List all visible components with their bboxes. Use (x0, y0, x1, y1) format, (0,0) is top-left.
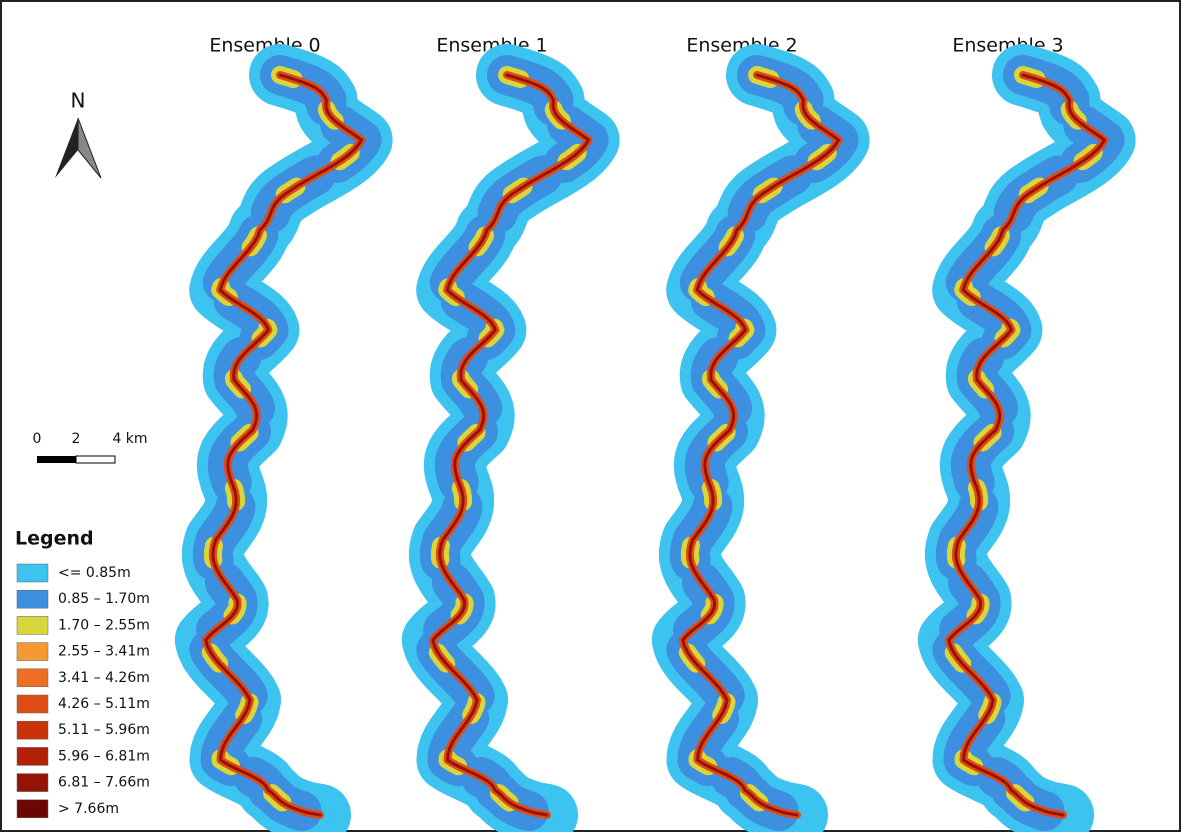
legend-label: 5.11 – 5.96m (58, 722, 150, 738)
legend-swatch (17, 747, 48, 765)
legend-swatch (17, 774, 48, 792)
scale-label: 2 (72, 431, 81, 447)
legend-swatch (17, 616, 48, 634)
scale-segment (37, 456, 76, 463)
legend-swatch (17, 695, 48, 713)
legend-swatch (17, 721, 48, 739)
legend-label: > 7.66m (58, 801, 119, 817)
legend-label: 1.70 – 2.55m (58, 617, 150, 633)
legend-swatch (17, 590, 48, 608)
legend-label: 4.26 – 5.11m (58, 696, 150, 712)
scale-label: 4 km (112, 431, 147, 447)
legend-label: 6.81 – 7.66m (58, 775, 150, 791)
legend-swatch (17, 643, 48, 661)
figure: Ensemble 0Ensemble 1Ensemble 2Ensemble 3… (0, 0, 1181, 832)
legend-swatch (17, 564, 48, 582)
legend-label: 2.55 – 3.41m (58, 644, 150, 660)
legend-title: Legend (15, 528, 94, 550)
legend-label: 3.41 – 4.26m (58, 670, 150, 686)
scale-label: 0 (33, 431, 42, 447)
legend-label: <= 0.85m (58, 565, 131, 581)
legend-label: 0.85 – 1.70m (58, 591, 150, 607)
legend-label: 5.96 – 6.81m (58, 748, 150, 764)
scale-segment (76, 456, 115, 463)
legend-swatch (17, 800, 48, 818)
north-label: N (71, 89, 86, 113)
legend-swatch (17, 669, 48, 687)
